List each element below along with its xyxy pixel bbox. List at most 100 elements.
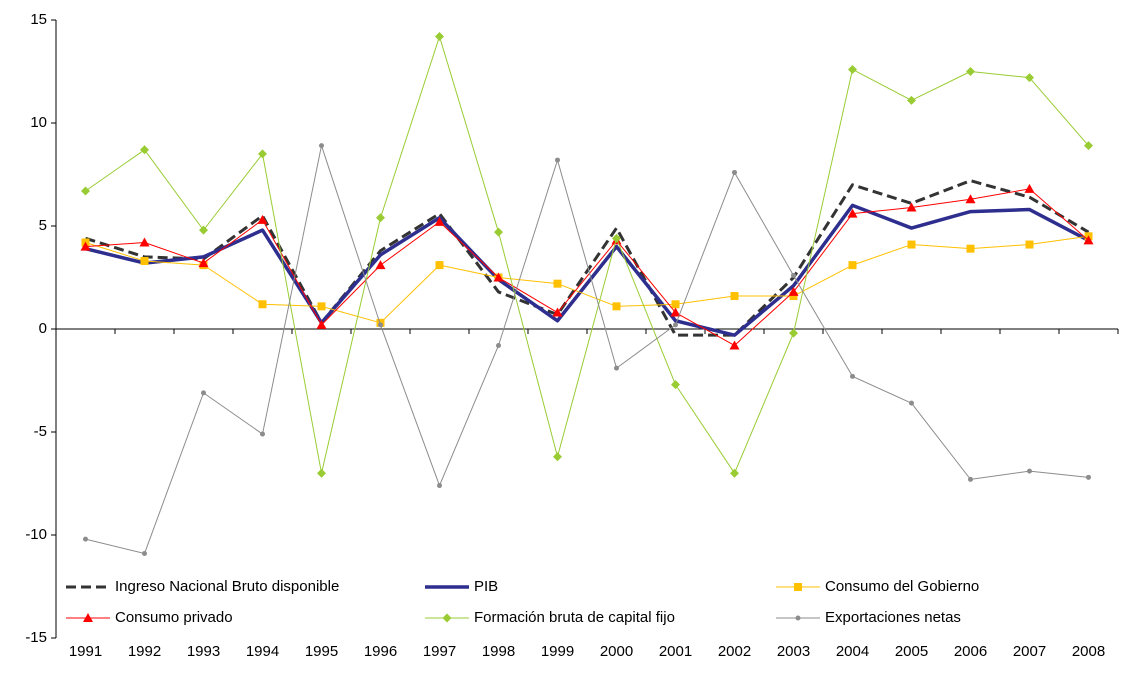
y-tick-label: 0	[39, 320, 47, 337]
y-tick-label: 10	[30, 114, 47, 131]
marker	[789, 292, 798, 301]
y-tick-label: 15	[30, 11, 47, 28]
marker	[198, 258, 209, 268]
series-line	[85, 203, 1090, 337]
marker	[493, 272, 504, 282]
marker	[140, 145, 149, 155]
marker	[317, 302, 326, 311]
y-tick-label: -15	[25, 629, 47, 646]
marker	[319, 143, 324, 149]
marker	[552, 307, 563, 317]
marker	[435, 261, 444, 270]
marker	[794, 583, 802, 591]
marker	[375, 260, 386, 270]
marker	[612, 233, 621, 243]
marker	[788, 286, 799, 296]
marker	[1025, 240, 1034, 249]
marker	[848, 261, 857, 270]
marker	[907, 95, 916, 105]
marker	[614, 365, 619, 371]
legend-label: Ingreso Nacional Bruto disponible	[115, 578, 339, 595]
marker	[795, 615, 801, 621]
x-tick-label: 1991	[69, 643, 102, 660]
x-tick-label: 1998	[482, 643, 515, 660]
marker	[260, 431, 265, 437]
marker	[612, 302, 621, 311]
marker	[81, 186, 90, 196]
marker	[435, 31, 444, 41]
marker	[1086, 474, 1091, 480]
legend-label: Consumo privado	[115, 609, 233, 626]
marker	[907, 240, 916, 249]
marker	[671, 380, 680, 390]
marker	[850, 373, 855, 379]
marker	[673, 322, 678, 328]
marker	[909, 400, 914, 406]
x-tick-label: 2003	[777, 643, 810, 660]
marker	[1027, 468, 1032, 474]
marker	[258, 300, 267, 309]
x-tick-label: 2000	[600, 643, 633, 660]
marker	[732, 169, 737, 175]
x-tick-label: 1996	[364, 643, 397, 660]
x-tick-label: 1994	[246, 643, 279, 660]
legend-label: Formación bruta de capital fijo	[474, 609, 675, 626]
marker	[906, 202, 917, 212]
marker	[434, 216, 445, 226]
marker	[376, 213, 385, 223]
x-tick-label: 1995	[305, 643, 338, 660]
marker	[671, 300, 680, 309]
marker	[791, 272, 796, 278]
x-tick-label: 1993	[187, 643, 220, 660]
marker	[257, 214, 268, 224]
marker	[966, 244, 975, 253]
series-line	[85, 188, 1089, 346]
marker	[848, 64, 857, 74]
marker	[1024, 183, 1035, 193]
y-tick-label: -10	[25, 526, 47, 543]
x-tick-label: 2006	[954, 643, 987, 660]
marker	[83, 536, 88, 542]
marker	[1025, 73, 1034, 83]
marker	[494, 227, 503, 237]
marker	[142, 551, 147, 557]
marker	[496, 342, 501, 348]
legend-label: PIB	[474, 578, 498, 595]
legend-label: Exportaciones netas	[825, 609, 961, 626]
series-line	[85, 235, 1089, 324]
x-tick-label: 2005	[895, 643, 928, 660]
x-tick-label: 1992	[128, 643, 161, 660]
series-line	[85, 35, 1089, 474]
y-tick-label: -5	[34, 423, 47, 440]
marker	[729, 340, 740, 350]
x-tick-label: 2004	[836, 643, 869, 660]
marker	[201, 390, 206, 396]
marker	[139, 237, 150, 247]
marker	[670, 307, 681, 317]
x-tick-label: 2001	[659, 643, 692, 660]
marker	[966, 67, 975, 76]
legend-label: Consumo del Gobierno	[825, 578, 979, 595]
marker	[1084, 141, 1093, 151]
series-line	[85, 179, 1090, 337]
marker	[258, 149, 267, 159]
x-tick-label: 1999	[541, 643, 574, 660]
marker	[730, 468, 739, 478]
marker	[140, 257, 149, 266]
marker	[789, 328, 798, 338]
x-tick-label: 2002	[718, 643, 751, 660]
series-line	[85, 145, 1089, 555]
marker	[83, 613, 93, 622]
y-tick-label: 5	[39, 217, 47, 234]
marker	[555, 157, 560, 163]
marker	[437, 483, 442, 489]
marker	[847, 208, 858, 218]
marker	[1083, 235, 1094, 245]
marker	[316, 319, 327, 329]
marker	[965, 194, 976, 204]
marker	[553, 279, 562, 288]
x-tick-label: 2008	[1072, 643, 1105, 660]
marker	[80, 241, 91, 251]
marker	[199, 225, 208, 235]
